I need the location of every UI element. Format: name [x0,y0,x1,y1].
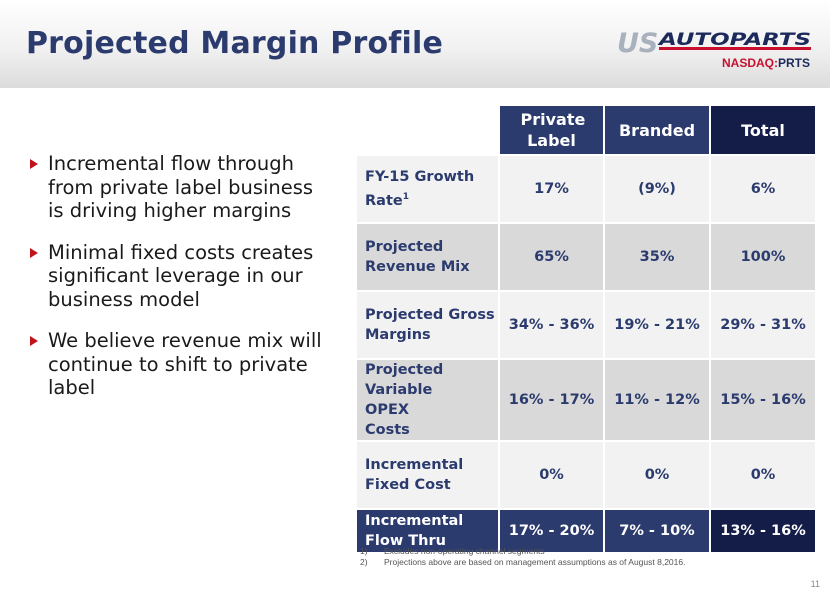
column-header-branded: Branded [603,104,711,156]
footnotes: 1) Excludes non-operating channel segment… [360,546,685,568]
bullet-text: We believe revenue mix will continue to … [48,329,322,399]
footnote-text: Excludes non-operating channel segments [384,546,545,556]
cell-private-label: 0% [498,440,605,510]
cell-total: 15% - 16% [709,358,817,442]
row-label-fixed-cost: Incremental Fixed Cost [355,440,500,510]
column-header-private-label-text: Private Label [520,110,586,150]
table-row: FY-15 Growth Rate1 17% (9%) 6% [355,154,817,224]
row-label-growth-rate: FY-15 Growth Rate1 [355,154,500,224]
table-corner-cell [355,104,500,156]
us-autoparts-logo: US AUTOPARTS [617,28,811,59]
bullet-item: Incremental flow through from private la… [30,152,330,223]
footnote-number: 2) [360,557,368,567]
bullet-arrow-icon [30,336,38,346]
cell-total: 0% [709,440,817,510]
logo-us-text: US [617,28,658,59]
header-band [0,0,830,88]
table-row: Incremental Fixed Cost 0% 0% 0% [355,440,817,510]
footnote-text: Projections above are based on managemen… [384,557,686,567]
margin-profile-table: Private Label Branded Total FY-15 Growth… [355,104,817,554]
cell-branded: 0% [603,440,711,510]
cell-private-label: 34% - 36% [498,290,605,360]
cell-private-label: 16% - 17% [498,358,605,442]
ticker-symbol: PRTS [777,56,810,70]
ticker-exchange: NASDAQ: [721,56,778,70]
cell-branded: 19% - 21% [603,290,711,360]
bullet-item: Minimal fixed costs creates significant … [30,241,330,312]
cell-private-label: 65% [498,222,605,292]
cell-private-label: 17% - 20% [498,508,605,554]
footnote-item: 1) Excludes non-operating channel segment… [360,546,685,557]
cell-total: 6% [709,154,817,224]
row-label-revenue-mix: Projected Revenue Mix [355,222,500,292]
table-row: Projected Gross Margins 34% - 36% 19% - … [355,290,817,360]
footnote-item: 2) Projections above are based on managem… [360,557,685,568]
page-title: Projected Margin Profile [26,26,444,61]
cell-branded: (9%) [603,154,711,224]
bullet-item: We believe revenue mix will continue to … [30,329,330,400]
cell-branded: 11% - 12% [603,358,711,442]
bullet-arrow-icon [30,247,38,258]
page-number: 11 [810,579,820,589]
table-row-highlight: Incremental Flow Thru 17% - 20% 7% - 10%… [355,508,817,554]
cell-total: 29% - 31% [709,290,817,360]
bullet-text: Minimal fixed costs creates significant … [48,240,314,311]
row-label-gross-margins: Projected Gross Margins [355,290,500,360]
table-row: Projected Revenue Mix 65% 35% 100% [355,222,817,292]
table-row: Projected Variable OPEX Costs 16% - 17% … [355,358,817,442]
footnote-marker: 1 [402,192,409,203]
column-header-total: Total [709,104,817,156]
footnote-number: 1) [360,546,368,556]
cell-branded: 7% - 10% [603,508,711,554]
bullet-text: Incremental flow through from private la… [48,152,314,222]
column-header-private-label: Private Label [498,104,605,156]
row-label-opex-costs: Projected Variable OPEX Costs [355,358,500,442]
logo-red-stripe [659,47,811,50]
row-label-flow-thru: Incremental Flow Thru [355,508,500,554]
bullet-arrow-icon [30,159,38,169]
logo-brand-text: AUTOPARTS [656,30,811,50]
cell-private-label: 17% [498,154,605,224]
cell-total: 100% [709,222,817,292]
bullet-list: Incremental flow through from private la… [30,152,330,418]
cell-total: 13% - 16% [709,508,817,554]
table-header-row: Private Label Branded Total [355,104,817,156]
ticker-label: NASDAQ:PRTS [722,56,810,70]
cell-branded: 35% [603,222,711,292]
row-label-text: FY-15 Growth Rate [365,169,475,209]
